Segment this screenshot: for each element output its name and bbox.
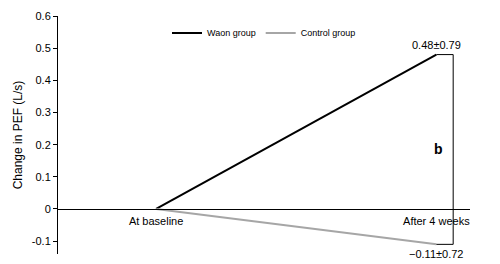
svg-text:0.5: 0.5 xyxy=(36,42,51,54)
svg-text:0.1: 0.1 xyxy=(36,171,51,183)
svg-text:Change in PEF (L/s): Change in PEF (L/s) xyxy=(11,81,25,190)
svg-text:At baseline: At baseline xyxy=(129,215,183,227)
svg-text:Waon group: Waon group xyxy=(207,28,256,38)
svg-text:0.48±0.79: 0.48±0.79 xyxy=(412,39,461,51)
svg-text:0.4: 0.4 xyxy=(36,74,51,86)
svg-text:0: 0 xyxy=(45,203,51,215)
svg-text:Control group: Control group xyxy=(301,28,356,38)
svg-text:0.2: 0.2 xyxy=(36,139,51,151)
svg-text:b: b xyxy=(434,141,443,157)
svg-text:-0.1: -0.1 xyxy=(32,235,51,247)
svg-text:0.6: 0.6 xyxy=(36,10,51,22)
svg-text:0.3: 0.3 xyxy=(36,106,51,118)
svg-text:After 4 weeks: After 4 weeks xyxy=(403,215,470,227)
svg-text:−0.11±0.72: −0.11±0.72 xyxy=(409,248,463,260)
